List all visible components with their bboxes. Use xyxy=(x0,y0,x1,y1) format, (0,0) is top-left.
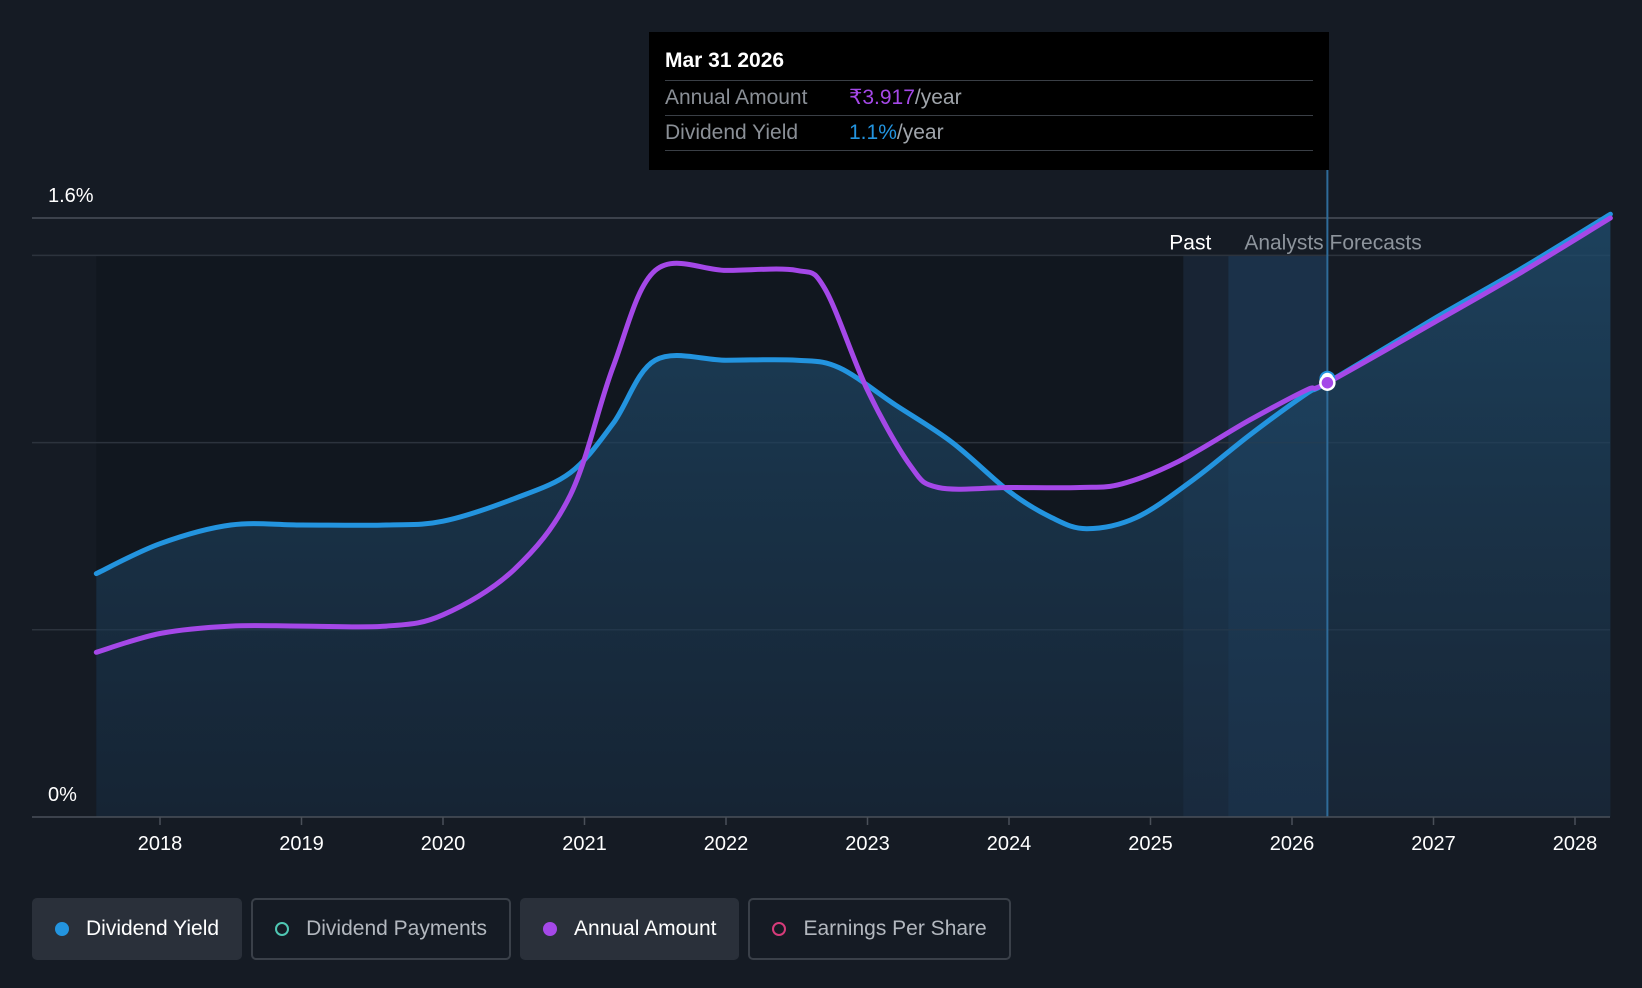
amount-marker xyxy=(1319,374,1336,391)
legend-label: Earnings Per Share xyxy=(803,917,987,940)
tooltip-date: Mar 31 2026 xyxy=(665,46,1313,81)
x-tick-label: 2019 xyxy=(279,833,324,855)
tooltip-value: ₹3.917 xyxy=(849,86,915,109)
yield-area-fill xyxy=(96,214,1611,817)
annual-amount-line xyxy=(93,215,1613,655)
legend: Dividend Yield Dividend Payments Annual … xyxy=(32,898,1011,960)
pink-ring-icon xyxy=(772,922,787,936)
legend-label: Annual Amount xyxy=(574,917,717,940)
hover-cursor xyxy=(1319,170,1336,817)
x-tick-label: 2025 xyxy=(1128,833,1173,855)
x-tick-label: 2023 xyxy=(845,833,890,855)
tooltip-value: 1.1% xyxy=(849,121,897,144)
blue-dot-icon xyxy=(55,922,69,936)
hover-tooltip: Mar 31 2026 Annual Amount ₹3.917 /year D… xyxy=(649,32,1329,170)
teal-ring-icon xyxy=(275,922,290,936)
x-tick-label: 2024 xyxy=(987,833,1032,855)
x-tick-label: 2021 xyxy=(562,833,607,855)
legend-dividend-payments[interactable]: Dividend Payments xyxy=(251,898,512,960)
x-tick-label: 2028 xyxy=(1553,833,1598,855)
y-tick-label-top: 1.6% xyxy=(48,185,94,207)
tooltip-label: Annual Amount xyxy=(665,86,808,109)
tooltip-label: Dividend Yield xyxy=(665,121,799,144)
series-lines xyxy=(93,211,1613,655)
x-tick-label: 2020 xyxy=(421,833,466,855)
x-tick-label: 2022 xyxy=(704,833,749,855)
dividend-yield-area xyxy=(96,214,1611,817)
x-tick-label: 2026 xyxy=(1270,833,1315,855)
tooltip-row-annual-amount: Annual Amount ₹3.917 /year xyxy=(665,81,1313,116)
x-axis xyxy=(32,816,1610,825)
legend-annual-amount[interactable]: Annual Amount xyxy=(520,898,740,960)
legend-label: Dividend Yield xyxy=(86,917,220,940)
past-label: Past xyxy=(1169,231,1211,254)
purple-dot-icon xyxy=(543,922,558,936)
y-tick-label-bottom: 0% xyxy=(48,784,77,806)
axis-labels: 2018 2019 2020 2021 2022 2023 2024 2025 2026 2027… xyxy=(48,185,1597,855)
legend-dividend-yield[interactable]: Dividend Yield xyxy=(32,898,243,960)
forecast-label: Analysts Forecasts xyxy=(1244,231,1421,254)
legend-earnings-per-share[interactable]: Earnings Per Share xyxy=(748,898,1011,960)
tooltip-row-dividend-yield: Dividend Yield 1.1% /year xyxy=(665,116,1313,151)
legend-label: Dividend Payments xyxy=(306,917,488,940)
tooltip-unit: /year xyxy=(896,121,944,144)
x-tick-label: 2027 xyxy=(1411,833,1456,855)
tooltip-unit: /year xyxy=(914,86,962,109)
x-tick-label: 2018 xyxy=(138,833,183,855)
